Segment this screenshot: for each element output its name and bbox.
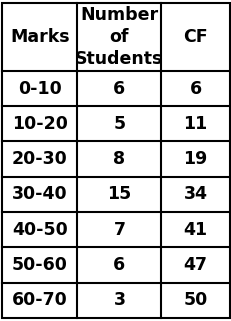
Text: 19: 19 [183,150,207,168]
Text: 41: 41 [183,221,207,239]
Text: CF: CF [182,28,207,46]
Text: 40-50: 40-50 [12,221,67,239]
Text: 50-60: 50-60 [12,256,67,274]
Text: 10-20: 10-20 [12,115,67,133]
Text: 30-40: 30-40 [12,185,67,203]
Text: 0-10: 0-10 [18,80,61,98]
Text: 34: 34 [183,185,207,203]
Text: Number
of
Students: Number of Students [75,6,163,68]
Text: 15: 15 [107,185,131,203]
Text: 20-30: 20-30 [12,150,67,168]
Text: 5: 5 [113,115,125,133]
Text: 11: 11 [183,115,207,133]
Text: Marks: Marks [10,28,69,46]
Text: 60-70: 60-70 [12,291,67,309]
Text: 3: 3 [113,291,125,309]
Text: 50: 50 [183,291,207,309]
Text: 8: 8 [113,150,125,168]
Text: 6: 6 [189,80,201,98]
Text: 47: 47 [183,256,207,274]
Text: 7: 7 [113,221,125,239]
Text: 6: 6 [113,80,125,98]
Text: 6: 6 [113,256,125,274]
